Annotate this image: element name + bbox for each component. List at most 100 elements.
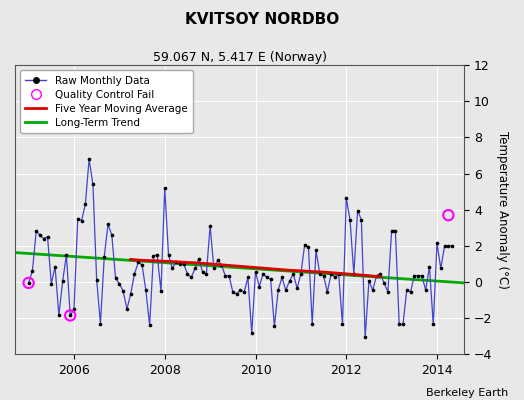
Point: [266, 276, 275, 282]
Point: [36, 232, 44, 238]
Point: [180, 261, 188, 267]
Point: [361, 334, 369, 340]
Point: [353, 208, 362, 214]
Point: [176, 261, 184, 267]
Point: [286, 278, 294, 284]
Point: [217, 262, 226, 268]
Point: [436, 265, 445, 272]
Point: [448, 243, 456, 249]
Point: [32, 228, 40, 235]
Point: [138, 262, 146, 268]
Point: [28, 268, 37, 274]
Point: [429, 321, 438, 328]
Point: [255, 283, 264, 290]
Point: [73, 216, 82, 222]
Point: [183, 271, 192, 277]
Point: [357, 216, 366, 223]
Point: [210, 265, 218, 272]
Point: [297, 271, 305, 277]
Text: KVITSOY NORDBO: KVITSOY NORDBO: [185, 12, 339, 27]
Point: [126, 290, 135, 297]
Point: [93, 277, 101, 283]
Point: [146, 322, 154, 328]
Point: [304, 244, 313, 250]
Point: [115, 281, 124, 287]
Point: [293, 285, 301, 292]
Point: [225, 272, 233, 279]
Point: [312, 247, 320, 254]
Point: [160, 185, 169, 191]
Point: [289, 271, 298, 277]
Point: [402, 287, 411, 293]
Point: [191, 265, 199, 272]
Point: [199, 269, 207, 275]
Point: [165, 252, 173, 258]
Point: [240, 289, 248, 295]
Point: [62, 252, 71, 258]
Point: [134, 259, 143, 265]
Point: [172, 259, 180, 265]
Point: [414, 272, 422, 279]
Point: [51, 264, 59, 270]
Point: [421, 287, 430, 293]
Point: [300, 242, 309, 248]
Point: [107, 232, 116, 238]
Point: [252, 269, 260, 275]
Text: Berkeley Earth: Berkeley Earth: [426, 388, 508, 398]
Point: [232, 290, 241, 297]
Point: [149, 252, 158, 259]
Point: [339, 321, 347, 328]
Point: [194, 255, 203, 262]
Point: [373, 272, 381, 279]
Point: [130, 271, 139, 277]
Point: [259, 271, 267, 277]
Point: [157, 288, 165, 294]
Y-axis label: Temperature Anomaly (°C): Temperature Anomaly (°C): [496, 131, 509, 289]
Point: [391, 227, 400, 234]
Point: [66, 312, 74, 319]
Point: [236, 287, 245, 293]
Point: [278, 274, 286, 281]
Point: [43, 234, 52, 240]
Title: 59.067 N, 5.417 E (Norway): 59.067 N, 5.417 E (Norway): [152, 51, 326, 64]
Point: [384, 289, 392, 295]
Point: [228, 289, 237, 295]
Point: [323, 289, 332, 295]
Point: [365, 278, 373, 284]
Point: [270, 323, 279, 330]
Point: [78, 217, 86, 224]
Point: [263, 274, 271, 281]
Point: [410, 272, 419, 279]
Point: [440, 243, 449, 249]
Point: [376, 271, 385, 277]
Point: [274, 287, 282, 293]
Point: [350, 271, 358, 277]
Point: [213, 257, 222, 264]
Point: [418, 272, 426, 279]
Point: [221, 272, 230, 279]
Point: [368, 287, 377, 293]
Point: [327, 271, 335, 277]
Point: [187, 274, 195, 281]
Point: [123, 306, 131, 312]
Point: [112, 275, 120, 282]
Point: [25, 280, 33, 286]
Point: [244, 274, 252, 281]
Point: [153, 252, 161, 258]
Point: [141, 287, 150, 293]
Point: [168, 265, 177, 272]
Point: [206, 223, 214, 229]
Point: [342, 195, 351, 201]
Point: [407, 289, 415, 295]
Point: [47, 281, 56, 287]
Point: [70, 306, 78, 312]
Point: [25, 280, 33, 286]
Point: [433, 240, 441, 246]
Point: [104, 221, 112, 227]
Point: [380, 280, 388, 286]
Point: [54, 312, 63, 319]
Point: [100, 254, 108, 260]
Point: [346, 216, 354, 223]
Point: [319, 272, 328, 279]
Point: [247, 330, 256, 337]
